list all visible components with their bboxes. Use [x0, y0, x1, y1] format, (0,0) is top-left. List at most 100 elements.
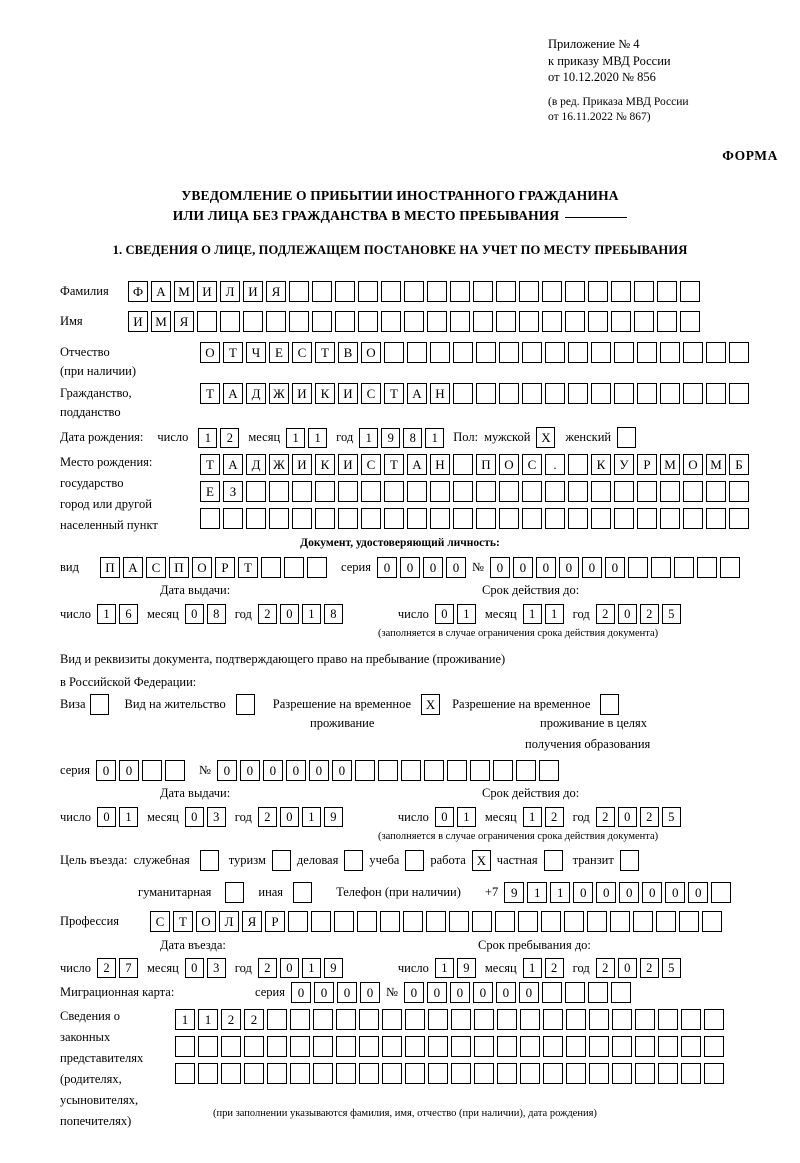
char-cell[interactable]: 1 [550, 882, 571, 903]
char-cell[interactable] [696, 557, 717, 578]
char-cell[interactable]: 0 [97, 807, 117, 827]
char-cell[interactable]: Я [242, 911, 262, 932]
char-cell[interactable] [267, 1009, 287, 1030]
checkbox-purpose-humanitarian[interactable] [225, 882, 245, 903]
char-cell[interactable]: 9 [323, 958, 343, 978]
char-cell[interactable]: 9 [456, 958, 476, 978]
char-cell[interactable] [515, 760, 536, 781]
char-cell[interactable] [591, 383, 611, 404]
char-cell[interactable]: 0 [617, 604, 637, 624]
char-cell[interactable]: Е [200, 481, 220, 502]
checkbox-temp-edu[interactable] [600, 694, 620, 715]
char-cell[interactable]: У [614, 454, 634, 475]
char-cell[interactable] [587, 911, 607, 932]
char-cell[interactable] [564, 982, 585, 1003]
char-cell[interactable]: 3 [206, 958, 226, 978]
char-cell[interactable]: 0 [359, 982, 380, 1003]
char-cell[interactable] [673, 557, 694, 578]
char-cell[interactable]: 0 [619, 882, 640, 903]
char-cell[interactable] [290, 1036, 310, 1057]
char-cell[interactable]: 0 [184, 958, 204, 978]
char-cell[interactable] [269, 481, 289, 502]
char-cell[interactable]: А [407, 383, 427, 404]
char-cell[interactable]: Ж [269, 454, 289, 475]
char-cell[interactable]: 2 [595, 958, 615, 978]
char-cell[interactable] [336, 1009, 356, 1030]
char-cell[interactable]: 0 [558, 557, 579, 578]
char-cell[interactable]: 0 [581, 557, 602, 578]
char-cell[interactable] [404, 311, 424, 332]
char-cell[interactable]: 2 [595, 807, 615, 827]
char-cell[interactable]: 2 [97, 958, 117, 978]
char-cell[interactable] [261, 557, 281, 578]
char-cell[interactable]: 0 [376, 557, 397, 578]
char-cell[interactable] [520, 1063, 540, 1084]
char-cell[interactable] [610, 982, 631, 1003]
char-cell[interactable] [404, 281, 424, 302]
char-cell[interactable]: С [292, 342, 312, 363]
char-cell[interactable]: Ж [269, 383, 289, 404]
char-cell[interactable] [451, 1036, 471, 1057]
char-cell[interactable] [221, 1036, 241, 1057]
char-cell[interactable] [568, 383, 588, 404]
char-cell[interactable]: 1 [198, 1009, 218, 1030]
char-cell[interactable]: 0 [604, 557, 625, 578]
char-cell[interactable]: Л [219, 911, 239, 932]
char-cell[interactable]: 0 [290, 982, 311, 1003]
char-cell[interactable] [683, 342, 703, 363]
char-cell[interactable]: 0 [665, 882, 686, 903]
char-cell[interactable] [522, 383, 542, 404]
char-cell[interactable] [729, 481, 749, 502]
checkbox-purpose-transit[interactable] [619, 850, 639, 871]
char-cell[interactable]: 0 [535, 557, 556, 578]
char-cell[interactable]: 1 [175, 1009, 195, 1030]
char-cell[interactable] [474, 1063, 494, 1084]
char-cell[interactable]: 5 [661, 958, 681, 978]
char-cell[interactable] [384, 508, 404, 529]
checkbox-purpose-study[interactable] [405, 850, 425, 871]
char-cell[interactable] [729, 383, 749, 404]
char-cell[interactable] [711, 882, 732, 903]
legal-rep-row2-cells[interactable] [175, 1036, 724, 1057]
char-cell[interactable]: 0 [642, 882, 663, 903]
char-cell[interactable] [453, 454, 473, 475]
char-cell[interactable] [267, 1036, 287, 1057]
char-cell[interactable] [221, 1063, 241, 1084]
char-cell[interactable] [407, 508, 427, 529]
char-cell[interactable] [729, 508, 749, 529]
char-cell[interactable] [473, 311, 493, 332]
char-cell[interactable] [336, 1063, 356, 1084]
char-cell[interactable]: С [361, 454, 381, 475]
checkbox-purpose-private[interactable] [543, 850, 563, 871]
char-cell[interactable]: О [196, 911, 216, 932]
char-cell[interactable] [266, 311, 286, 332]
char-cell[interactable]: 1 [544, 604, 564, 624]
char-cell[interactable] [198, 1036, 218, 1057]
char-cell[interactable] [637, 508, 657, 529]
char-cell[interactable] [430, 342, 450, 363]
char-cell[interactable]: 0 [95, 760, 116, 781]
char-cell[interactable] [377, 760, 398, 781]
char-cell[interactable] [381, 281, 401, 302]
char-cell[interactable] [591, 342, 611, 363]
char-cell[interactable] [538, 760, 559, 781]
char-cell[interactable]: Т [200, 383, 220, 404]
char-cell[interactable] [681, 1063, 701, 1084]
char-cell[interactable]: 0 [489, 557, 510, 578]
char-cell[interactable]: П [476, 454, 496, 475]
char-cell[interactable]: А [223, 383, 243, 404]
char-cell[interactable]: 5 [661, 807, 681, 827]
char-cell[interactable]: 1 [286, 427, 306, 448]
char-cell[interactable] [522, 481, 542, 502]
